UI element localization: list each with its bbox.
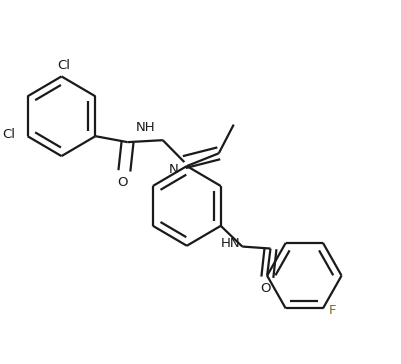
Text: Cl: Cl xyxy=(57,59,70,72)
Text: HN: HN xyxy=(221,237,240,250)
Text: NH: NH xyxy=(135,121,155,134)
Text: N: N xyxy=(168,163,178,176)
Text: O: O xyxy=(260,282,271,295)
Text: O: O xyxy=(117,175,128,189)
Text: F: F xyxy=(329,304,336,317)
Text: Cl: Cl xyxy=(2,128,15,141)
